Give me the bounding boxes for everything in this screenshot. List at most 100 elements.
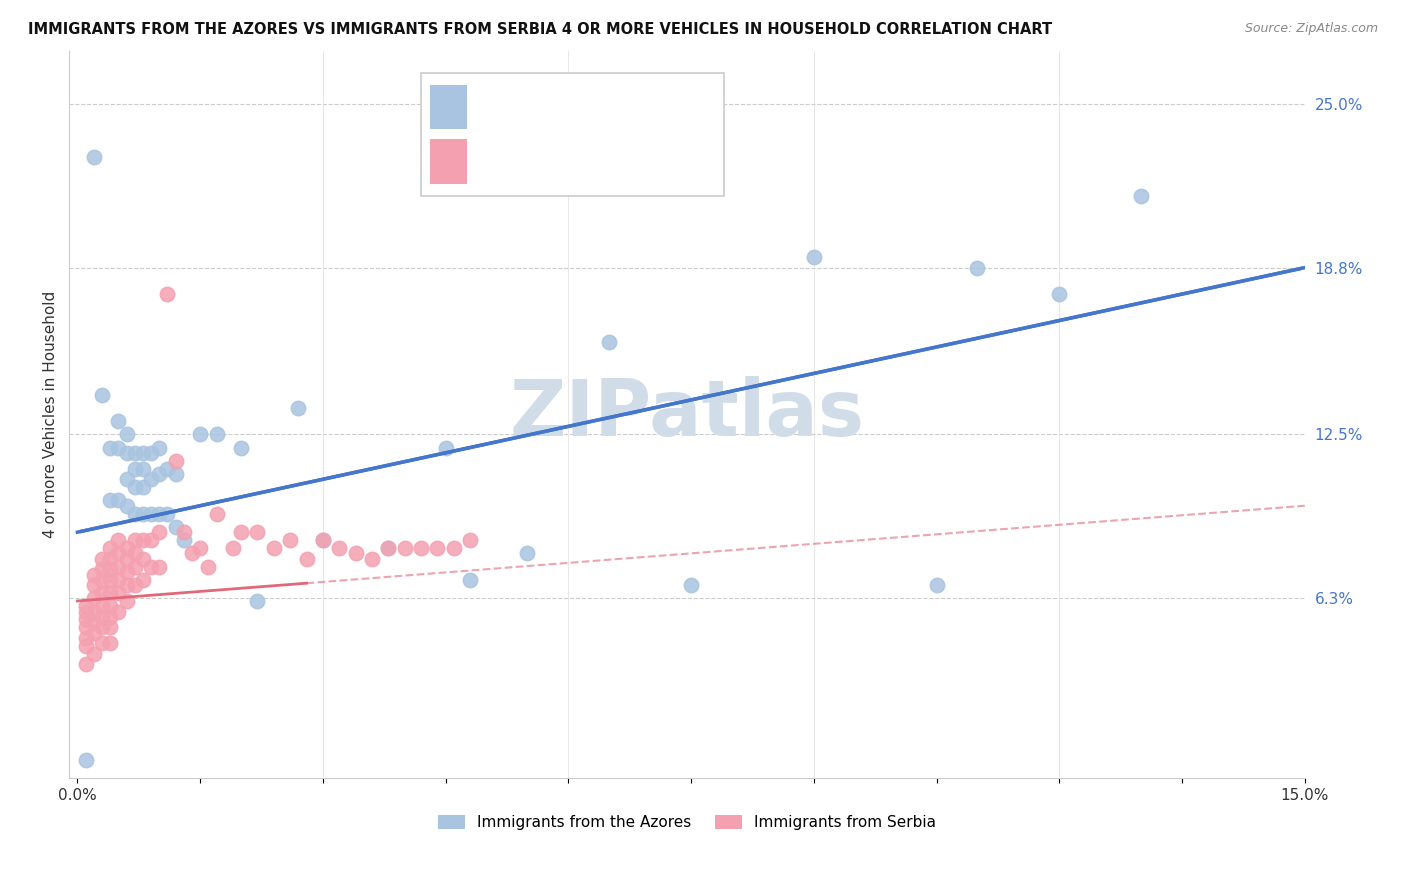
Point xyxy=(132,480,155,494)
Point xyxy=(132,461,155,475)
Point xyxy=(98,620,121,634)
Point xyxy=(83,567,105,582)
Point xyxy=(803,250,825,264)
Point xyxy=(229,525,252,540)
Point xyxy=(107,573,129,587)
Point xyxy=(287,401,309,415)
Point xyxy=(91,636,114,650)
Point xyxy=(394,541,416,555)
Point xyxy=(181,546,204,560)
Point xyxy=(107,605,129,619)
Point xyxy=(83,578,105,592)
Point xyxy=(124,559,146,574)
Point xyxy=(107,559,129,574)
Point xyxy=(75,753,97,767)
Point xyxy=(98,599,121,614)
Point xyxy=(222,541,245,555)
Point xyxy=(91,562,114,576)
Point xyxy=(75,620,97,634)
Point xyxy=(98,586,121,600)
Point xyxy=(124,461,146,475)
Text: ZIPatlas: ZIPatlas xyxy=(509,376,865,452)
Point xyxy=(139,559,162,574)
Text: Source: ZipAtlas.com: Source: ZipAtlas.com xyxy=(1244,22,1378,36)
Point xyxy=(246,525,269,540)
Point xyxy=(188,541,211,555)
Point xyxy=(156,507,179,521)
Point xyxy=(98,551,121,566)
Point xyxy=(115,594,138,608)
Point xyxy=(263,541,285,555)
Point xyxy=(98,493,121,508)
Point xyxy=(377,541,399,555)
Point xyxy=(91,387,114,401)
Point xyxy=(409,541,432,555)
Point xyxy=(165,467,187,481)
Point xyxy=(516,546,538,560)
Point xyxy=(132,551,155,566)
Point xyxy=(83,605,105,619)
Point xyxy=(295,551,318,566)
Point xyxy=(205,427,228,442)
Point xyxy=(205,507,228,521)
Point xyxy=(115,541,138,555)
Point xyxy=(377,541,399,555)
Point xyxy=(107,586,129,600)
Point xyxy=(361,551,384,566)
Point xyxy=(148,467,170,481)
Point xyxy=(115,499,138,513)
Point xyxy=(115,472,138,486)
Point xyxy=(98,573,121,587)
Point xyxy=(98,562,121,576)
Point xyxy=(165,520,187,534)
Point xyxy=(75,612,97,626)
Point xyxy=(328,541,350,555)
Point xyxy=(115,551,138,566)
Point xyxy=(426,541,449,555)
Point xyxy=(83,149,105,163)
Point xyxy=(83,615,105,629)
Point xyxy=(132,533,155,548)
Point xyxy=(91,551,114,566)
Point xyxy=(98,541,121,555)
Point xyxy=(115,565,138,579)
Point xyxy=(115,427,138,442)
Point xyxy=(124,546,146,560)
Point xyxy=(598,334,620,349)
Point xyxy=(124,533,146,548)
Point xyxy=(107,414,129,428)
Point xyxy=(139,472,162,486)
Point xyxy=(83,647,105,661)
Point xyxy=(156,287,179,301)
Point xyxy=(75,657,97,672)
Point xyxy=(98,441,121,455)
Point xyxy=(91,586,114,600)
Point xyxy=(124,446,146,460)
Point xyxy=(173,533,195,548)
Point xyxy=(344,546,367,560)
Point xyxy=(132,507,155,521)
Point xyxy=(124,507,146,521)
Point xyxy=(966,260,988,275)
Point xyxy=(139,446,162,460)
Point xyxy=(75,631,97,645)
Point xyxy=(124,578,146,592)
Point xyxy=(83,625,105,640)
Point xyxy=(148,441,170,455)
Point xyxy=(925,578,948,592)
Point xyxy=(458,573,481,587)
Point xyxy=(139,507,162,521)
Point xyxy=(434,441,457,455)
Point xyxy=(458,533,481,548)
Point xyxy=(156,461,179,475)
Point xyxy=(173,525,195,540)
Point xyxy=(165,454,187,468)
Point xyxy=(1130,189,1153,203)
Point xyxy=(681,578,703,592)
Point xyxy=(148,525,170,540)
Point xyxy=(75,605,97,619)
Point xyxy=(83,591,105,606)
Legend: Immigrants from the Azores, Immigrants from Serbia: Immigrants from the Azores, Immigrants f… xyxy=(432,809,942,836)
Point xyxy=(115,578,138,592)
Point xyxy=(115,446,138,460)
